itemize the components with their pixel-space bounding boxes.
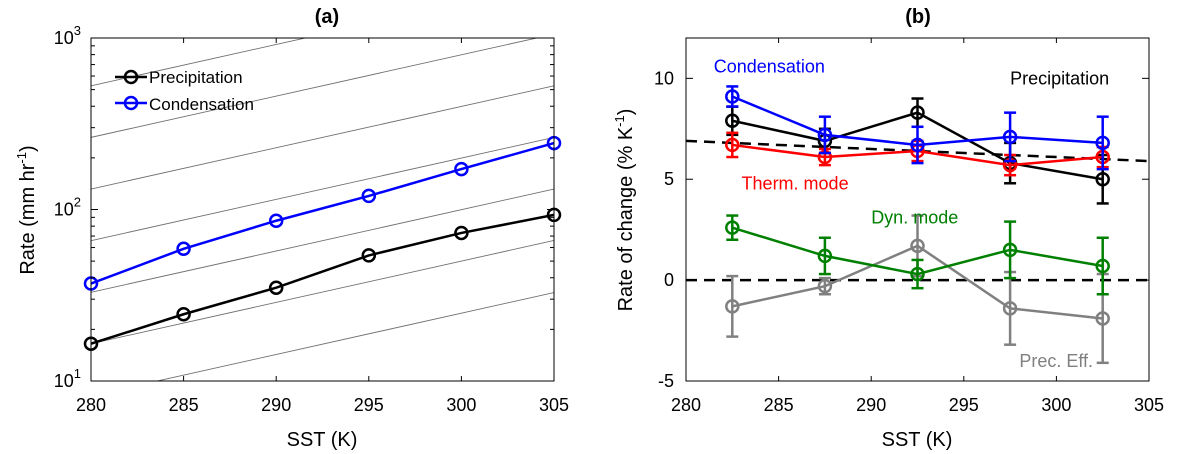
- x-tick-label: 295: [354, 395, 384, 415]
- data-point-prec-eff: [725, 299, 740, 314]
- y-tick-label: 0: [664, 270, 674, 290]
- data-point-prec-eff: [1002, 301, 1018, 316]
- data-point-condensation: [910, 137, 925, 153]
- panel-b: (b) Condensation Precipitation Therm. mode…: [612, 6, 1164, 451]
- panel-b-x-ticks: 280 285 290 295 300 305: [671, 38, 1164, 415]
- data-point-condensation: [268, 213, 284, 228]
- data-point-condensation: [454, 161, 469, 177]
- data-point-condensation: [725, 89, 740, 104]
- x-tick-label: 300: [1041, 395, 1071, 415]
- legend-condensation-label: Condensation: [149, 95, 254, 114]
- data-point-dyn-mode: [725, 220, 740, 235]
- series-precipitation: [83, 207, 562, 351]
- panel-b-y-ticks: -5 0 5 10: [654, 68, 1149, 391]
- panel-a: (a) 280 285 290 295 300 305 101 102 103 SST (K)…: [14, 6, 569, 451]
- data-point-prec-eff: [910, 238, 925, 254]
- data-point-condensation: [1095, 135, 1110, 151]
- data-point-precipitation: [1095, 171, 1110, 187]
- x-tick-label: 305: [539, 395, 569, 415]
- legend-precipitation-label: Precipitation: [149, 68, 243, 87]
- data-point-condensation: [817, 127, 833, 143]
- series-label-prec-eff: Prec. Eff.: [1019, 351, 1093, 371]
- panel-a-legend: Precipitation Condensation: [115, 68, 254, 114]
- data-point-dyn-mode: [1002, 242, 1018, 258]
- series-label-precipitation: Precipitation: [1010, 68, 1109, 88]
- y-tick-label: 101: [54, 366, 81, 391]
- series-dyn-mode: [725, 214, 1110, 296]
- x-tick-label: 290: [261, 395, 291, 415]
- x-tick-label: 295: [949, 395, 979, 415]
- panel-a-y-axis-label: Rate (mm hr-1): [14, 145, 39, 274]
- series-label-therm-mode: Therm. mode: [742, 173, 849, 193]
- dashed-reference-line-1: [685, 139, 1150, 163]
- series-label-condensation: Condensation: [714, 56, 825, 76]
- panel-b-x-axis-label: SST (K): [882, 429, 953, 451]
- panel-a-y-ticks: 101 102 103: [54, 23, 554, 391]
- data-point-precipitation: [176, 307, 191, 322]
- series-precipitation: [725, 97, 1110, 205]
- reference-line-5: [91, 85, 554, 190]
- panel-b-series-labels: Condensation Precipitation Therm. mode Dyn.…: [714, 56, 1109, 371]
- data-point-dyn-mode: [1095, 258, 1110, 274]
- data-point-precipitation: [268, 280, 284, 295]
- data-point-condensation: [176, 241, 191, 257]
- panel-b-title: (b): [905, 6, 931, 28]
- reference-line-3: [91, 188, 554, 293]
- panel-a-reference-lines: [91, 38, 554, 381]
- panel-a-x-ticks: 280 285 290 295 300 305: [76, 38, 569, 415]
- data-point-dyn-mode: [910, 266, 925, 282]
- series-condensation: [83, 135, 562, 291]
- data-point-precipitation: [910, 105, 925, 120]
- data-point-precipitation: [454, 225, 469, 241]
- x-tick-label: 290: [856, 395, 886, 415]
- panel-a-title: (a): [315, 6, 339, 28]
- data-point-prec-eff: [817, 278, 833, 294]
- panel-b-series: [725, 85, 1110, 365]
- panel-a-series: [83, 135, 562, 351]
- series-prec-eff: [725, 214, 1110, 365]
- y-tick-label: 5: [664, 169, 674, 189]
- series-label-dyn-mode: Dyn. mode: [871, 208, 958, 228]
- data-point-precipitation: [725, 113, 740, 128]
- y-tick-label: 10: [654, 68, 674, 88]
- series-condensation: [725, 85, 1110, 171]
- x-tick-label: 285: [169, 395, 199, 415]
- data-point-condensation: [361, 188, 377, 204]
- reference-line-7: [91, 38, 308, 87]
- x-tick-label: 300: [446, 395, 476, 415]
- reference-line-2: [91, 240, 554, 345]
- y-tick-label: 103: [54, 23, 81, 48]
- reference-line-6: [91, 38, 539, 138]
- panel-b-y-axis-label: Rate of change (% K-1): [612, 109, 637, 312]
- y-tick-label: -5: [658, 371, 674, 391]
- panel-a-x-axis-label: SST (K): [287, 429, 358, 451]
- reference-line-1: [155, 292, 554, 381]
- data-point-therm-mode: [725, 137, 740, 153]
- x-tick-label: 305: [1134, 395, 1164, 415]
- legend-condensation-marker: [123, 95, 139, 111]
- data-point-prec-eff: [1095, 311, 1110, 326]
- legend-precipitation-marker: [123, 69, 139, 85]
- series-line-condensation: [90, 141, 555, 285]
- x-tick-label: 280: [76, 395, 106, 415]
- data-point-precipitation: [361, 248, 377, 263]
- reference-line-4: [91, 136, 554, 242]
- x-tick-label: 280: [671, 395, 701, 415]
- data-point-condensation: [1002, 129, 1018, 145]
- x-tick-label: 285: [764, 395, 794, 415]
- panel-b-frame: [685, 37, 1150, 382]
- data-point-dyn-mode: [817, 248, 833, 264]
- panel-b-reference-lines: [685, 139, 1150, 282]
- series-line-precipitation: [90, 213, 555, 345]
- y-tick-label: 102: [54, 195, 81, 220]
